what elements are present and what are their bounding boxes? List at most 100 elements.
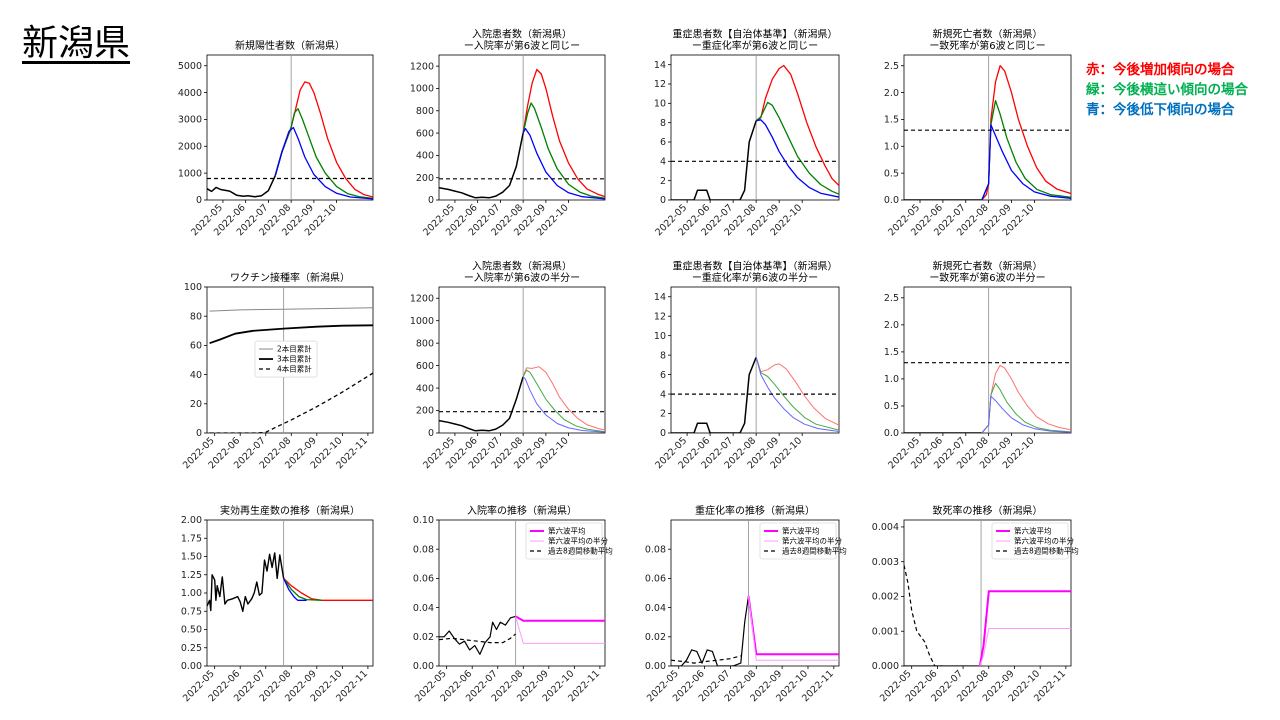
- y-tick-label: 1.50: [181, 552, 202, 563]
- y-tick-label: 0.5: [884, 168, 899, 179]
- y-tick-label: 800: [416, 106, 434, 117]
- legend-entry-label: 第六波平均の半分: [782, 536, 842, 546]
- chart-c5: ワクチン接種率（新潟県）0204060801002022-052022-0620…: [181, 271, 374, 471]
- series-line-0: [671, 120, 757, 200]
- scenario-legend: 赤：今後増加傾向の場合 緑：今後横這い傾向の場合 青：今後低下傾向の場合: [1086, 60, 1248, 120]
- chart-title: 入院患者数（新潟県）: [472, 28, 572, 41]
- y-tick-label: 5000: [178, 61, 202, 72]
- legend-entry-label: 第六波平均の半分: [1014, 536, 1074, 546]
- y-tick-label: 0.10: [413, 515, 434, 526]
- series-line-0: [671, 595, 750, 666]
- series-line-1: [904, 565, 943, 666]
- legend-entry-label: 第六波平均: [782, 526, 820, 536]
- y-tick-label: 600: [416, 128, 434, 139]
- chart-title: 入院率の推移（新潟県）: [467, 504, 577, 517]
- y-tick-label: 12: [654, 79, 666, 90]
- chart-title: 新規死亡者数（新潟県）: [933, 260, 1043, 273]
- chart-title: ー致死率が第6波の半分ー: [929, 271, 1045, 284]
- series-line-0: [439, 132, 524, 199]
- y-tick-label: 400: [416, 151, 434, 162]
- page-title: 新潟県: [22, 23, 131, 64]
- series-line-0: [209, 307, 373, 312]
- series-line-3: [756, 119, 839, 198]
- series-line-2: [978, 590, 1071, 666]
- y-tick-label: 0: [428, 195, 434, 206]
- y-tick-label: 3000: [178, 115, 202, 126]
- series-group: [439, 366, 605, 433]
- series-group: [439, 68, 605, 200]
- y-tick-label: 0.75: [181, 606, 202, 617]
- y-tick-label: 4000: [178, 88, 202, 99]
- series-group: [904, 565, 1071, 666]
- series-line-2: [274, 108, 373, 200]
- series-group: [209, 307, 373, 433]
- y-tick-label: 400: [416, 383, 434, 394]
- y-tick-label: 2000: [178, 141, 202, 152]
- legend-entry-label: 過去8週間移動平均: [1014, 546, 1079, 556]
- legend-entry-label: 4本目累計: [277, 364, 312, 374]
- y-tick-label: 1.5: [884, 115, 899, 126]
- legend-blue-label: 青：今後低下傾向の場合: [1086, 102, 1235, 118]
- chart-title: ー重症化率が第6波の半分ー: [692, 271, 818, 284]
- y-tick-label: 2.5: [884, 293, 899, 304]
- plot-frame: [438, 54, 606, 201]
- legend-frame: [254, 340, 318, 378]
- chart-c3: 重症患者数【自治体基準】（新潟県）ー重症化率が第6波と同じー 0 2 4 6 8 10 12 1…: [653, 28, 840, 238]
- y-tick-label: 0.08: [413, 544, 434, 555]
- y-tick-label: 600: [416, 361, 434, 372]
- y-tick-label: 1000: [410, 316, 434, 327]
- legend-green-label: 緑：今後横這い傾向の場合: [1086, 82, 1248, 98]
- series-line-2: [755, 101, 839, 195]
- y-tick-label: 0.004: [872, 522, 899, 533]
- y-tick-label: 4: [660, 157, 666, 168]
- series-group: [671, 356, 839, 433]
- series-line-1: [522, 366, 605, 431]
- series-line-2: [283, 578, 322, 601]
- y-tick-label: 2.0: [884, 88, 899, 99]
- y-tick-label: 0: [660, 428, 666, 439]
- series-line-1: [755, 64, 839, 186]
- series-group: [439, 615, 605, 655]
- y-tick-label: 40: [190, 370, 202, 381]
- legend-frame: [525, 522, 603, 560]
- y-tick-label: 800: [416, 338, 434, 349]
- chart-c12: 致死率の推移（新潟県）0.0000.0010.0020.0030.0042022…: [872, 504, 1079, 704]
- series-line-0: [207, 552, 285, 612]
- series-group: [904, 362, 1071, 433]
- y-tick-label: 1000: [178, 168, 202, 179]
- y-tick-label: 0.06: [645, 574, 666, 585]
- series-line-1: [671, 655, 741, 664]
- y-tick-label: 1.0: [884, 141, 899, 152]
- series-line-3: [979, 628, 1071, 666]
- y-tick-label: 2.00: [181, 515, 202, 526]
- series-line-2: [522, 369, 605, 433]
- y-tick-label: 10: [654, 331, 666, 342]
- chart-c2: 入院患者数（新潟県）ー入院率が第6波と同じー 0 200 400 600 800 1000 1…: [410, 28, 606, 238]
- series-group: [207, 81, 373, 200]
- chart-title: 重症患者数【自治体基準】（新潟県）: [673, 260, 838, 273]
- y-tick-label: 0.002: [872, 592, 899, 603]
- y-tick-label: 2.0: [884, 320, 899, 331]
- y-tick-label: 60: [190, 341, 202, 352]
- chart-title: 致死率の推移（新潟県）: [933, 504, 1043, 517]
- y-tick-label: 0.000: [872, 661, 899, 672]
- chart-title: 新規死亡者数（新潟県）: [933, 28, 1043, 41]
- y-tick-label: 200: [416, 406, 434, 417]
- y-tick-label: 0.5: [884, 401, 899, 412]
- series-line-3: [515, 616, 605, 644]
- plot-frame: [670, 54, 840, 201]
- plot-frame: [438, 286, 606, 434]
- y-tick-label: 0.0: [884, 195, 899, 206]
- y-tick-label: 0.00: [181, 661, 202, 672]
- series-line-0: [207, 127, 292, 198]
- y-tick-label: 0.00: [645, 661, 666, 672]
- series-group: [207, 552, 373, 612]
- series-line-3: [522, 376, 605, 433]
- chart-title: 入院患者数（新潟県）: [472, 260, 572, 273]
- y-tick-label: 4: [660, 389, 666, 400]
- series-line-1: [439, 633, 516, 644]
- y-tick-label: 80: [190, 311, 202, 322]
- y-tick-label: 0: [428, 428, 434, 439]
- chart-c1: 新規陽性者数（新潟県）0100020003000400050002022-052…: [178, 39, 374, 238]
- legend-red-label: 赤：今後増加傾向の場合: [1086, 62, 1235, 78]
